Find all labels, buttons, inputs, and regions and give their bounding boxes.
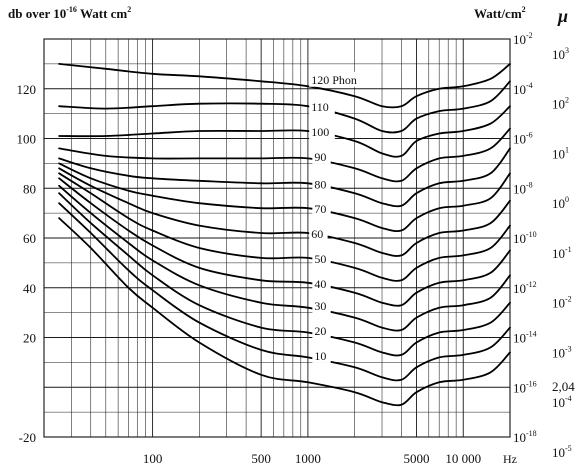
curve-label-bg	[312, 323, 331, 339]
right-intensity-tick: 10-10	[513, 230, 537, 246]
right-intensity-tick: 10-8	[513, 180, 533, 196]
right-pressure-tick: 100	[552, 195, 569, 211]
curve-label: 30	[314, 299, 326, 313]
x-tick-label: 100	[143, 451, 163, 466]
curve-label: 120 Phon	[311, 73, 357, 87]
right-pressure-tick: 10-5	[552, 444, 572, 460]
curve-label-bg	[312, 148, 331, 164]
curve-line-80	[58, 147, 511, 208]
curve-line-30	[58, 184, 511, 332]
curve-labels: 120 Phon 110 100 90 80 70 60 50 40 30 20 10	[309, 71, 371, 363]
curve-label: 10	[314, 349, 326, 363]
curve-label: 90	[314, 150, 326, 164]
curve-line-50	[58, 172, 511, 282]
curve-label: 80	[314, 177, 326, 191]
right-intensity-tick: 10-12	[513, 280, 537, 296]
curve-label-bg	[312, 201, 331, 217]
x-tick-label: 1000	[295, 451, 321, 466]
right-axis-title-pressure: μ	[557, 6, 568, 26]
curve-label-bg	[309, 124, 335, 140]
x-tick-label: 5000	[403, 451, 429, 466]
curves	[58, 63, 511, 407]
curve-line-110	[58, 80, 511, 134]
y-tick-label: 60	[23, 231, 36, 246]
curve-label-bg	[312, 347, 331, 363]
curve-line-120-phon	[58, 63, 511, 109]
y-tick-label: 40	[23, 281, 36, 296]
right-pressure-tick: 102	[552, 96, 569, 112]
right-pressure-tick: 101	[552, 145, 569, 161]
curve-label: 40	[314, 277, 326, 291]
x-tick-label: 500	[251, 451, 271, 466]
curve-label-bg	[309, 99, 335, 115]
curve-line-20	[58, 192, 511, 357]
right-pressure-tick: 2,04	[552, 379, 575, 394]
curve-label-bg	[312, 250, 331, 266]
curve-label-bg	[312, 275, 331, 291]
plot-frame	[43, 38, 511, 438]
right-pressure-tick: 10-3	[552, 344, 572, 360]
right-pressure-tick: 103	[552, 46, 569, 62]
curve-line-60	[58, 167, 511, 257]
right-intensity-tick: 10-2	[513, 31, 533, 47]
right-intensity-tick: 10-4	[513, 81, 533, 97]
curve-line-40	[58, 177, 511, 307]
grid	[43, 38, 511, 438]
y-axis-title: db over 10-16 Watt cm2	[8, 5, 131, 21]
curve-label-bg	[312, 176, 331, 192]
curve-label: 20	[314, 324, 326, 338]
curve-label: 110	[311, 100, 329, 114]
curve-label-bg	[309, 226, 328, 241]
right-pressure-tick: 10-4	[552, 394, 572, 410]
curve-line-90	[58, 127, 511, 183]
curve-label: 60	[311, 227, 323, 241]
y-tick-label: 120	[17, 82, 37, 97]
right-intensity-tick: 10-14	[513, 330, 537, 346]
curve-label-bg	[309, 71, 371, 87]
y-tick-label: -20	[19, 430, 36, 445]
y-tick-label: 80	[23, 181, 36, 196]
right-pressure-tick: 10-1	[552, 245, 572, 261]
y-tick-label: 100	[17, 132, 37, 147]
curve-label: 70	[314, 202, 326, 216]
right-intensity-tick: 10-16	[513, 379, 537, 395]
x-axis-unit: Hz	[503, 452, 517, 466]
y-tick-label: 20	[23, 331, 36, 346]
right-intensity-tick: 10-6	[513, 131, 533, 147]
curve-line-10	[58, 202, 511, 382]
curve-line-100	[58, 105, 511, 158]
curve-label: 50	[314, 252, 326, 266]
curve-label: 100	[311, 125, 329, 139]
right-axis-title-intensity: Watt/cm2	[474, 5, 526, 21]
curve-label-bg	[312, 298, 331, 314]
right-pressure-tick: 10-2	[552, 295, 572, 311]
curve-line-threshold	[58, 217, 511, 407]
right-intensity-tick: 10-18	[513, 429, 537, 445]
curve-line-70	[58, 162, 511, 233]
axes: 120 100 80 60 40 20 -20 100 500 1000 5000 10 000 10-…	[17, 31, 576, 466]
x-tick-label: 10 000	[445, 451, 481, 466]
